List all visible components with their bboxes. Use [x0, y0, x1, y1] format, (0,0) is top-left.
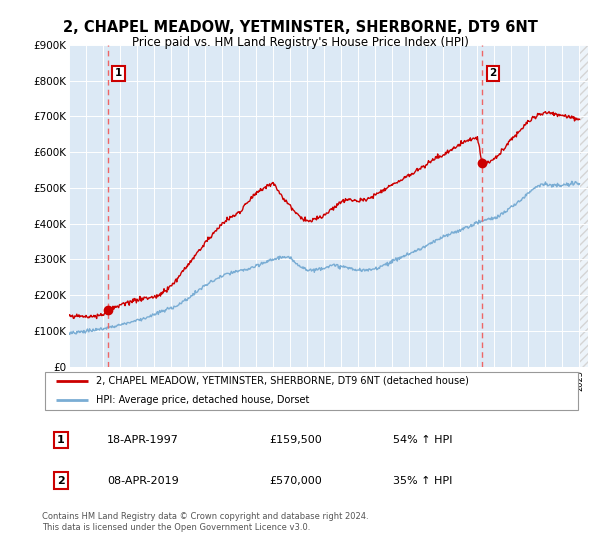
Text: 35% ↑ HPI: 35% ↑ HPI	[393, 476, 452, 486]
Text: 08-APR-2019: 08-APR-2019	[107, 476, 179, 486]
FancyBboxPatch shape	[45, 372, 578, 409]
Text: 2: 2	[490, 68, 497, 78]
Text: 2: 2	[57, 476, 65, 486]
Text: 2, CHAPEL MEADOW, YETMINSTER, SHERBORNE, DT9 6NT: 2, CHAPEL MEADOW, YETMINSTER, SHERBORNE,…	[62, 20, 538, 35]
Text: 18-APR-1997: 18-APR-1997	[107, 435, 179, 445]
Text: HPI: Average price, detached house, Dorset: HPI: Average price, detached house, Dors…	[96, 395, 310, 405]
Text: 2, CHAPEL MEADOW, YETMINSTER, SHERBORNE, DT9 6NT (detached house): 2, CHAPEL MEADOW, YETMINSTER, SHERBORNE,…	[96, 376, 469, 386]
Text: 54% ↑ HPI: 54% ↑ HPI	[393, 435, 452, 445]
Text: 1: 1	[57, 435, 65, 445]
Text: £570,000: £570,000	[269, 476, 322, 486]
Text: Contains HM Land Registry data © Crown copyright and database right 2024.
This d: Contains HM Land Registry data © Crown c…	[42, 512, 368, 532]
Text: £159,500: £159,500	[269, 435, 322, 445]
Text: Price paid vs. HM Land Registry's House Price Index (HPI): Price paid vs. HM Land Registry's House …	[131, 36, 469, 49]
Text: 1: 1	[115, 68, 122, 78]
